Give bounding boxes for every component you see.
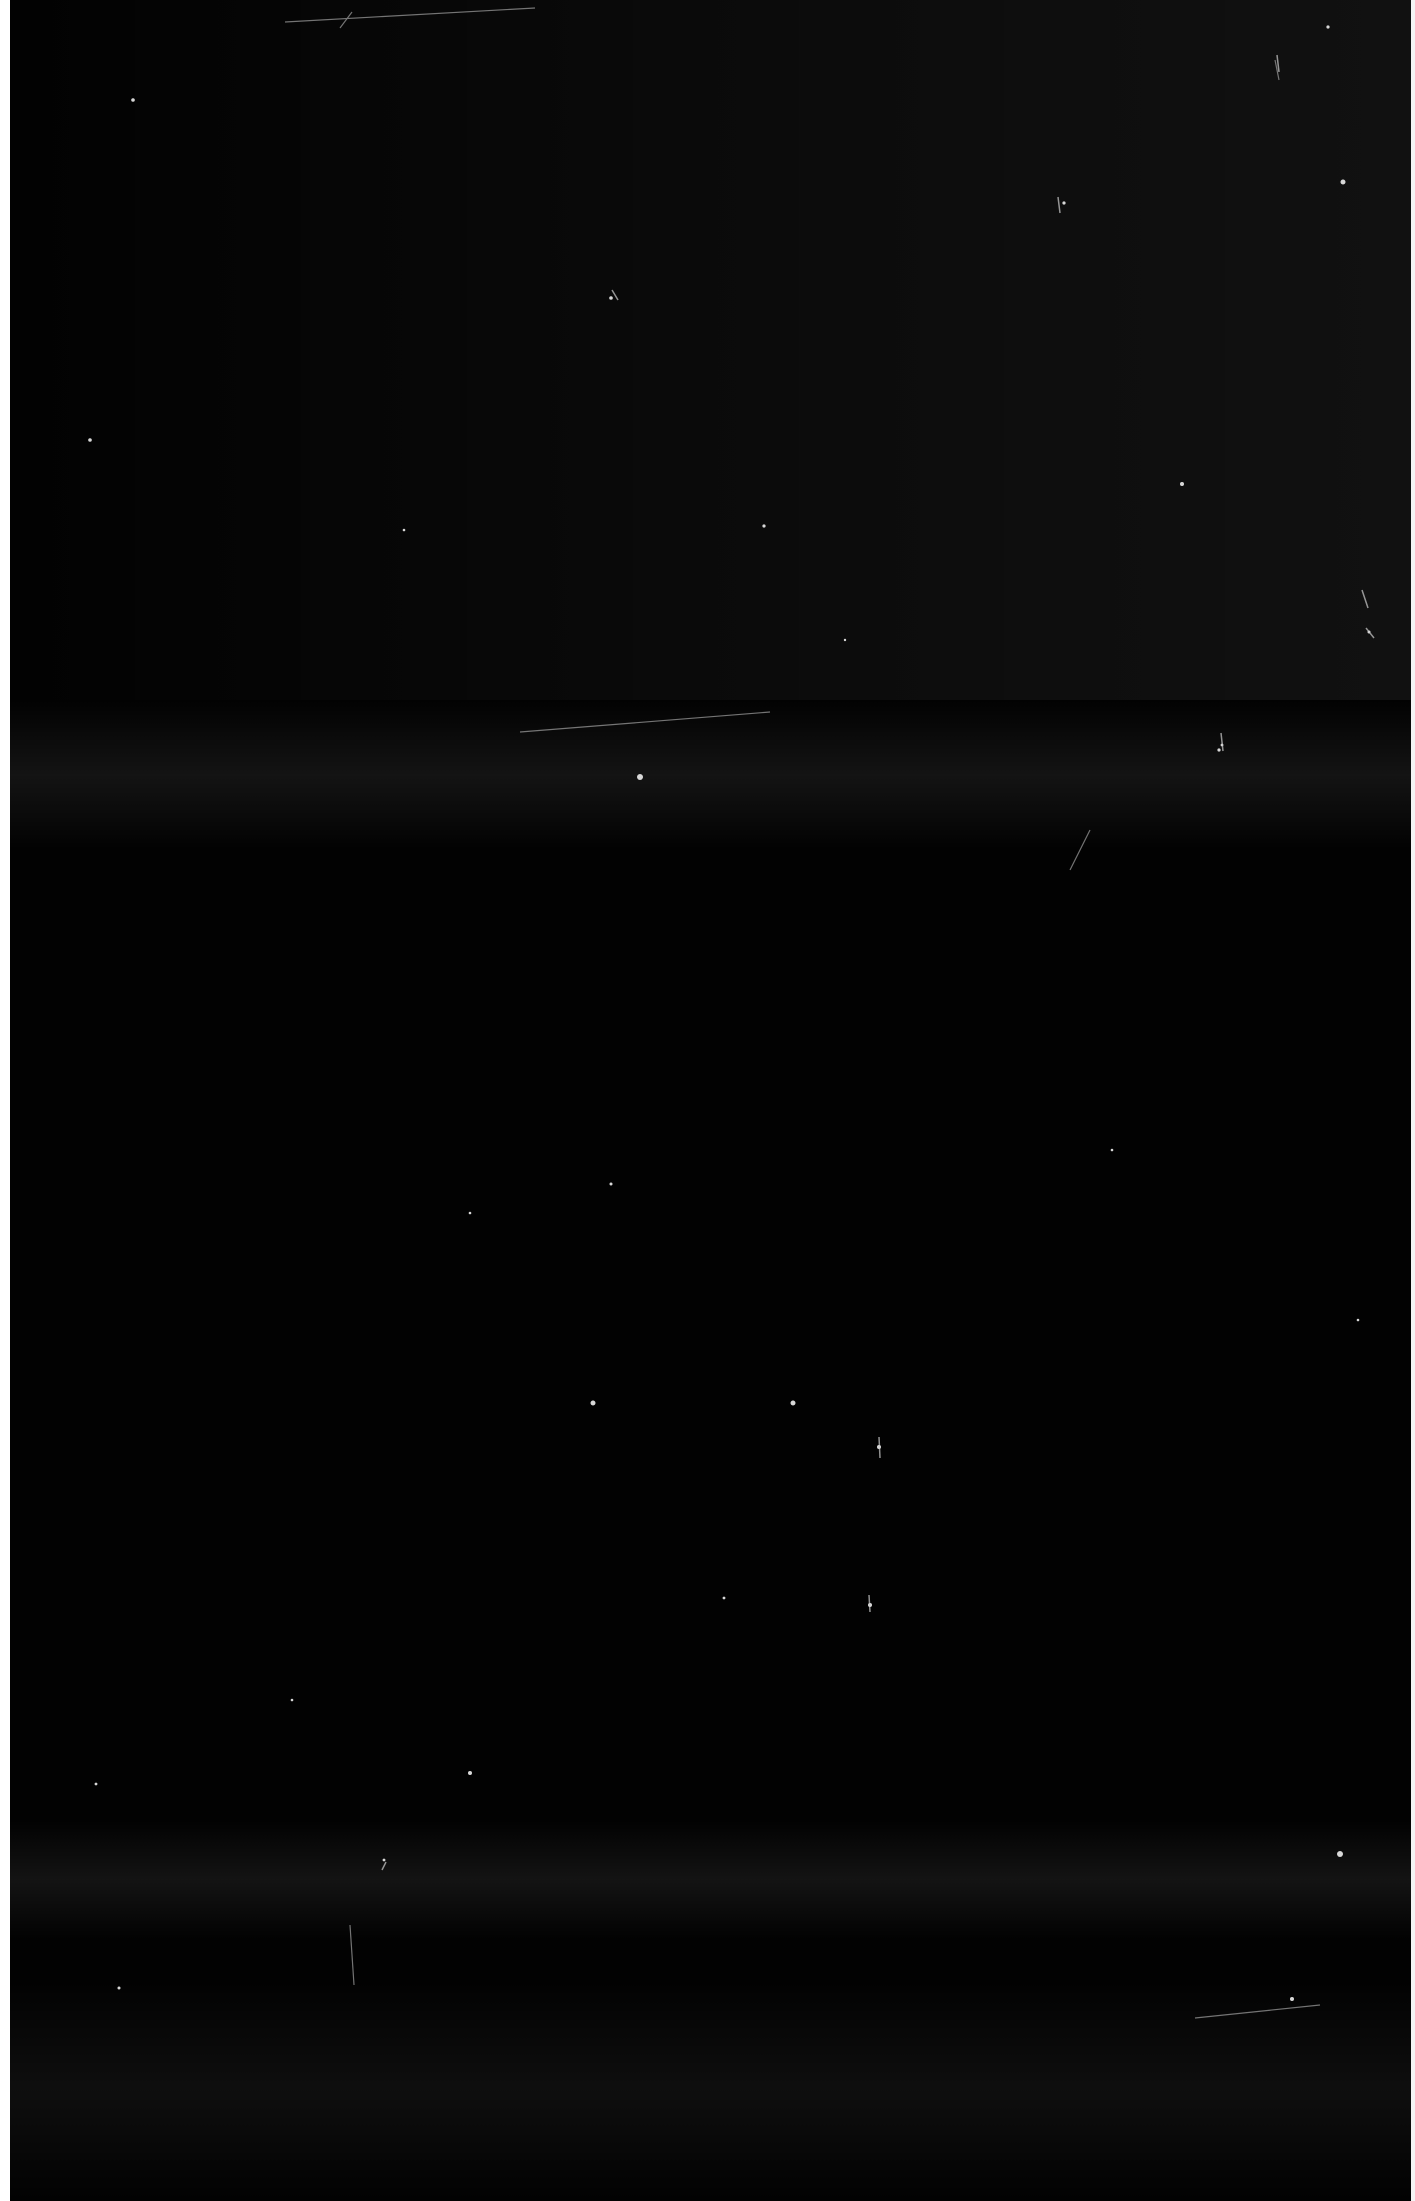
page-edge-strip-right <box>1411 0 1415 2201</box>
haze-band-lower <box>10 1820 1411 1940</box>
dust-speck <box>637 774 643 780</box>
dust-speck <box>1337 1851 1343 1857</box>
dust-streak <box>1365 627 1375 639</box>
scratch-top-hook <box>339 11 353 29</box>
dust-speck <box>382 1858 386 1862</box>
dust-speck <box>790 1400 796 1406</box>
dust-speck <box>762 524 766 528</box>
dust-speck <box>1340 179 1346 185</box>
scratch-right-top <box>1274 59 1280 81</box>
dust-speck <box>290 1698 294 1702</box>
dust-streak <box>868 1594 871 1613</box>
scratch-right-lower <box>1194 2004 1321 2019</box>
page-edge-strip <box>0 0 10 2201</box>
dust-streak <box>381 1861 387 1871</box>
dust-speck <box>1110 1148 1114 1152</box>
dust-speck <box>1062 201 1066 205</box>
dust-streak <box>1361 589 1369 609</box>
dust-speck <box>94 1782 98 1786</box>
scratch-top <box>284 7 536 23</box>
dust-speck <box>402 528 406 532</box>
dust-streak <box>1057 196 1061 214</box>
dust-speck <box>468 1771 472 1775</box>
dust-speck <box>843 638 847 642</box>
haze-band-bottom <box>10 1980 1411 2201</box>
haze-band-upper <box>10 700 1411 850</box>
dust-speck <box>1326 25 1330 29</box>
dust-speck <box>117 1986 121 1990</box>
dust-speck <box>88 438 92 442</box>
top-glow <box>10 0 1411 700</box>
dust-speck <box>1217 748 1221 752</box>
dust-streak <box>611 289 619 301</box>
dust-streak <box>878 1436 881 1459</box>
dust-streaks <box>381 54 1375 1871</box>
dust-speck <box>609 1182 613 1186</box>
scratch-diagonal <box>1069 829 1091 871</box>
scratch-marks <box>284 7 1321 2019</box>
scratch-vertical-left <box>349 1924 355 1986</box>
dust-speck <box>609 296 613 300</box>
dust-speck <box>1290 1997 1294 2001</box>
dust-streak <box>1220 732 1224 752</box>
dust-streak <box>1276 54 1280 73</box>
dust-speck <box>722 1596 726 1600</box>
dust-speck <box>590 1400 596 1406</box>
dust-speck <box>1356 1318 1360 1322</box>
scratch-mid <box>519 711 771 733</box>
dust-speck <box>1180 482 1184 486</box>
dust-speck <box>131 98 135 102</box>
dust-speck <box>468 1211 472 1215</box>
dust-specks <box>88 25 1371 2001</box>
